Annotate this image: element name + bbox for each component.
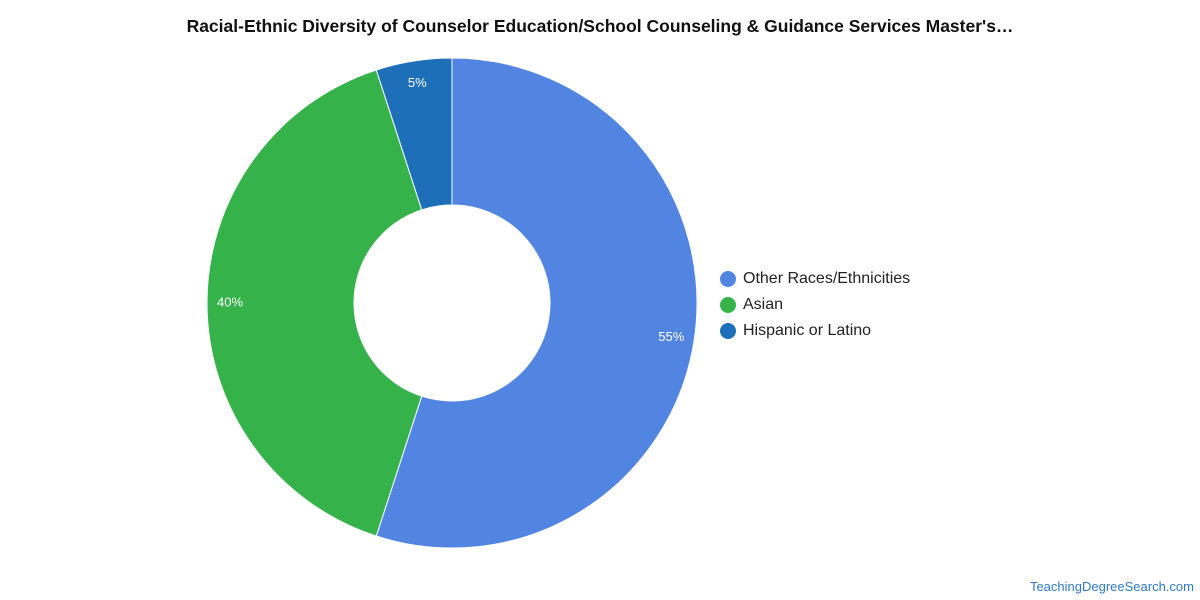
donut-slice-other-races-ethnicities[interactable]: [375, 57, 698, 549]
legend-swatch: [720, 297, 736, 313]
legend-item[interactable]: Asian: [720, 292, 910, 318]
legend-item[interactable]: Other Races/Ethnicities: [720, 266, 910, 292]
legend-label: Other Races/Ethnicities: [743, 270, 911, 287]
source-credit-link[interactable]: TeachingDegreeSearch.com: [1029, 579, 1194, 594]
legend-swatch: [720, 323, 736, 339]
donut-slice-asian[interactable]: [206, 69, 423, 537]
legend-label: Hispanic or Latino: [743, 322, 872, 339]
legend-item[interactable]: Hispanic or Latino: [720, 318, 910, 344]
donut-slice-hispanic-or-latino[interactable]: [375, 57, 453, 211]
slice-value-labels: 55% 40% 5%: [217, 75, 685, 344]
slice-value-label: 55%: [658, 329, 684, 344]
legend-swatch: [720, 271, 736, 287]
legend-label: Asian: [743, 296, 784, 313]
slice-value-label: 5%: [408, 75, 427, 90]
chart-title: Racial-Ethnic Diversity of Counselor Edu…: [186, 16, 1014, 36]
chart-legend: Other Races/Ethnicities Asian Hispanic or …: [720, 266, 910, 344]
slice-value-label: 40%: [217, 294, 243, 309]
donut-slices: [206, 57, 698, 549]
